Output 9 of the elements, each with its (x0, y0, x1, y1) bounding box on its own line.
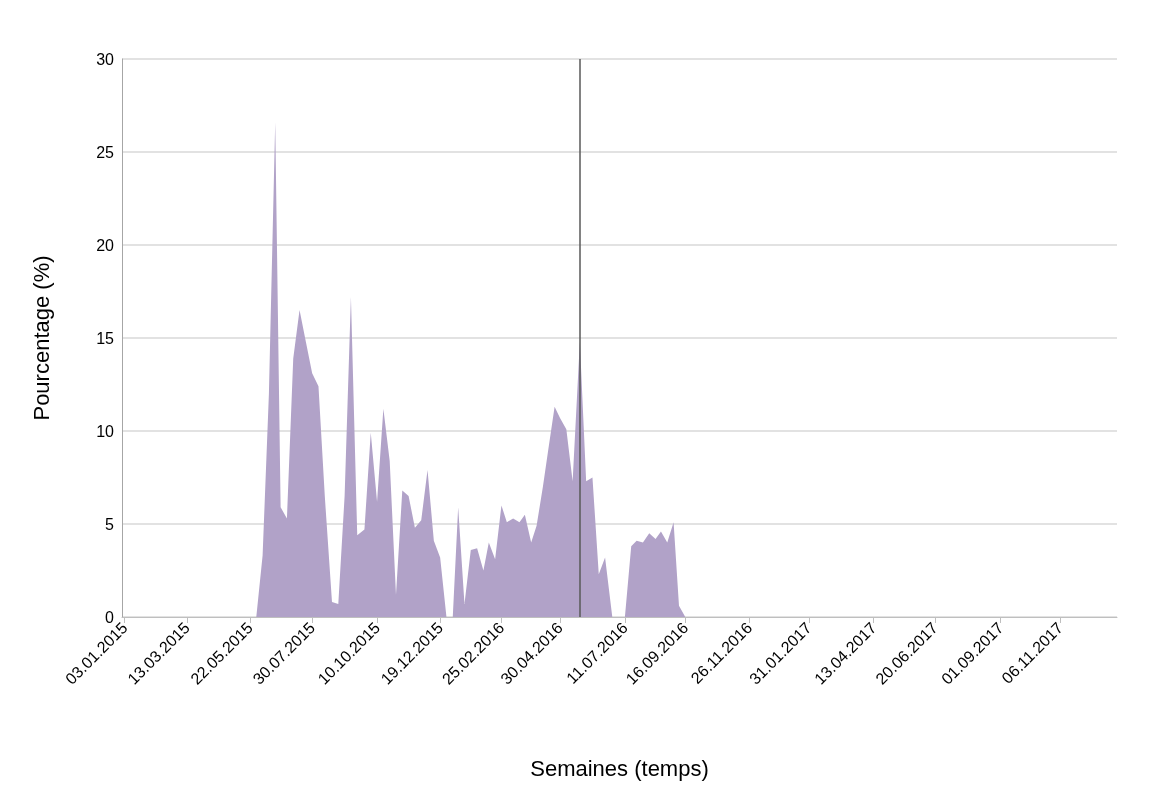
y-tick-label: 25 (96, 143, 115, 161)
x-axis-title: Semaines (temps) (530, 755, 709, 781)
y-tick-label: 15 (96, 329, 115, 347)
y-tick-label: 20 (96, 236, 115, 254)
y-tick-label: 5 (105, 515, 115, 533)
y-tick-label: 10 (96, 422, 115, 440)
y-tick-label: 0 (105, 608, 115, 626)
y-axis-title: Pourcentage (%) (28, 255, 54, 421)
y-tick-label: 30 (96, 50, 115, 68)
